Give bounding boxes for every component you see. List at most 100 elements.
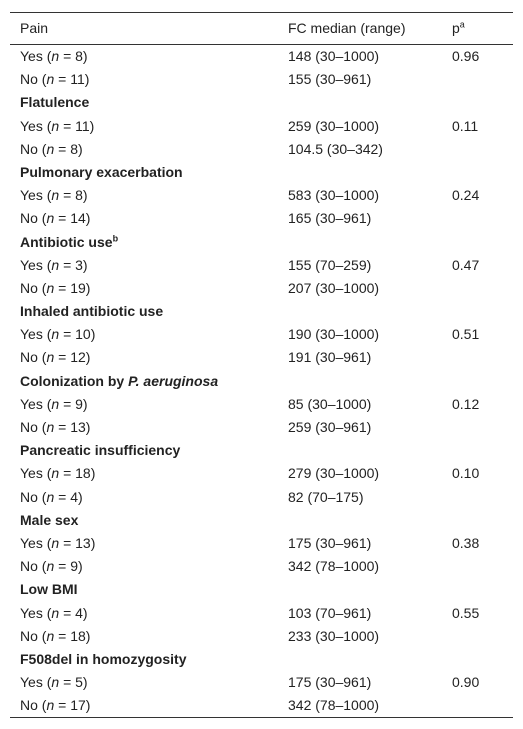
text: Inhaled antibiotic use: [20, 303, 164, 320]
row-label: No (n = 11): [20, 68, 89, 91]
p-cell: 0.38: [452, 534, 480, 551]
text: No (: [20, 697, 47, 714]
italic-text: n: [51, 117, 60, 134]
data-row: No (n = 11) 155 (30–961): [10, 68, 513, 91]
text: Yes (: [20, 117, 52, 134]
median-cell: 82 (70–175): [288, 488, 364, 505]
data-row: No (n = 13) 259 (30–961): [10, 416, 513, 439]
table: Pain FC median (range) pa Yes (n = 8) 148…: [10, 12, 513, 719]
text: Colonization by: [20, 372, 129, 389]
group-title-row: Antibiotic useb: [10, 231, 513, 254]
median-cell: 259 (30–961): [288, 419, 372, 435]
italic-text: n: [51, 256, 60, 273]
italic-text: P. aeruginosa: [128, 372, 219, 389]
row-label: No (n = 19): [20, 277, 90, 300]
text: Pancreatic insufficiency: [20, 442, 181, 459]
group-title: Male sex: [20, 509, 78, 532]
data-row: No (n = 8) 104.5 (30–342): [10, 138, 513, 161]
header-text: p: [452, 20, 460, 36]
italic-text: n: [46, 488, 55, 505]
italic-text: n: [46, 71, 55, 88]
row-label: No (n = 13): [20, 416, 90, 439]
row-label: Yes (n = 4): [20, 602, 88, 625]
data-row: No (n = 14) 165 (30–961): [10, 207, 513, 230]
group-title-row: Colonization by P. aeruginosa: [10, 370, 513, 393]
group-title: Low BMI: [20, 578, 78, 601]
text: = 5): [59, 674, 88, 691]
data-row: Yes (n = 9) 85 (30–1000) 0.12: [10, 393, 513, 416]
row-label: Yes (n = 10): [20, 323, 95, 346]
data-row: No (n = 9) 342 (78–1000): [10, 555, 513, 578]
italic-text: n: [46, 279, 55, 296]
italic-text: n: [46, 558, 55, 575]
data-row: No (n = 17) 342 (78–1000): [10, 694, 513, 717]
text: = 8): [59, 48, 88, 64]
row-label: No (n = 12): [20, 346, 90, 369]
median-cell: 583 (30–1000): [288, 187, 380, 204]
italic-text: n: [46, 627, 55, 644]
italic-text: n: [51, 395, 60, 412]
text: Yes (: [20, 674, 52, 691]
text: No (: [20, 349, 47, 366]
median-cell: 165 (30–961): [288, 210, 372, 227]
text: Flatulence: [20, 94, 90, 111]
group-title-row: Pancreatic insufficiency: [10, 439, 513, 462]
text: = 11): [59, 117, 95, 134]
row-label: No (n = 8): [20, 138, 83, 161]
row-label: Yes (n = 5): [20, 671, 88, 694]
data-row: Yes (n = 4) 103 (70–961) 0.55: [10, 602, 513, 625]
italic-text: n: [51, 187, 60, 204]
median-cell: 259 (30–1000): [288, 117, 380, 134]
text: No (: [20, 558, 47, 575]
median-cell: 342 (78–1000): [288, 558, 380, 575]
data-row: Yes (n = 8) 148 (30–1000) 0.96: [10, 45, 513, 68]
text: = 10): [59, 326, 96, 343]
text: No (: [20, 71, 47, 88]
text: = 19): [54, 279, 91, 296]
text: = 14): [54, 210, 91, 227]
p-cell: 0.90: [452, 674, 480, 691]
data-row: Yes (n = 11) 259 (30–1000) 0.11: [10, 115, 513, 138]
group-title: Antibiotic useb: [20, 231, 118, 254]
italic-text: n: [51, 48, 60, 64]
italic-text: n: [51, 534, 60, 551]
median-cell: 175 (30–961): [288, 534, 372, 551]
text: = 9): [54, 558, 83, 575]
text: = 4): [54, 488, 83, 505]
median-cell: 155 (70–259): [288, 256, 372, 273]
text: = 8): [59, 187, 88, 204]
p-cell: 0.11: [452, 117, 479, 134]
italic-text: n: [46, 697, 55, 714]
text: = 13): [59, 534, 96, 551]
header-cell: pa: [452, 13, 465, 44]
row-label: Yes (n = 18): [20, 462, 95, 485]
p-cell: 0.96: [452, 48, 480, 64]
text: No (: [20, 140, 47, 157]
p-cell: 0.12: [452, 395, 480, 412]
median-cell: 233 (30–1000): [288, 627, 380, 644]
italic-text: n: [51, 674, 60, 691]
row-label: No (n = 4): [20, 486, 83, 509]
italic-text: n: [46, 210, 55, 227]
text: No (: [20, 210, 47, 227]
p-cell: 0.24: [452, 187, 480, 204]
text: = 12): [54, 349, 91, 366]
group-title-row: Flatulence: [10, 91, 513, 114]
text: = 17): [54, 697, 91, 714]
p-cell: 0.10: [452, 465, 480, 482]
group-title: Pancreatic insufficiency: [20, 439, 180, 462]
text: Yes (: [20, 465, 52, 482]
p-cell: 0.55: [452, 604, 480, 621]
median-cell: 191 (30–961): [288, 349, 372, 366]
text: Antibiotic use: [20, 233, 113, 250]
median-cell: 207 (30–1000): [288, 279, 380, 296]
text: No (: [20, 279, 47, 296]
data-row: Yes (n = 18) 279 (30–1000) 0.10: [10, 462, 513, 485]
row-label: No (n = 18): [20, 625, 90, 648]
italic-text: n: [46, 140, 55, 157]
text: = 11): [54, 71, 90, 88]
footnote-mark: b: [112, 232, 119, 243]
row-label: No (n = 9): [20, 555, 83, 578]
header-cell: Pain: [20, 20, 49, 36]
group-title: Flatulence: [20, 91, 89, 114]
